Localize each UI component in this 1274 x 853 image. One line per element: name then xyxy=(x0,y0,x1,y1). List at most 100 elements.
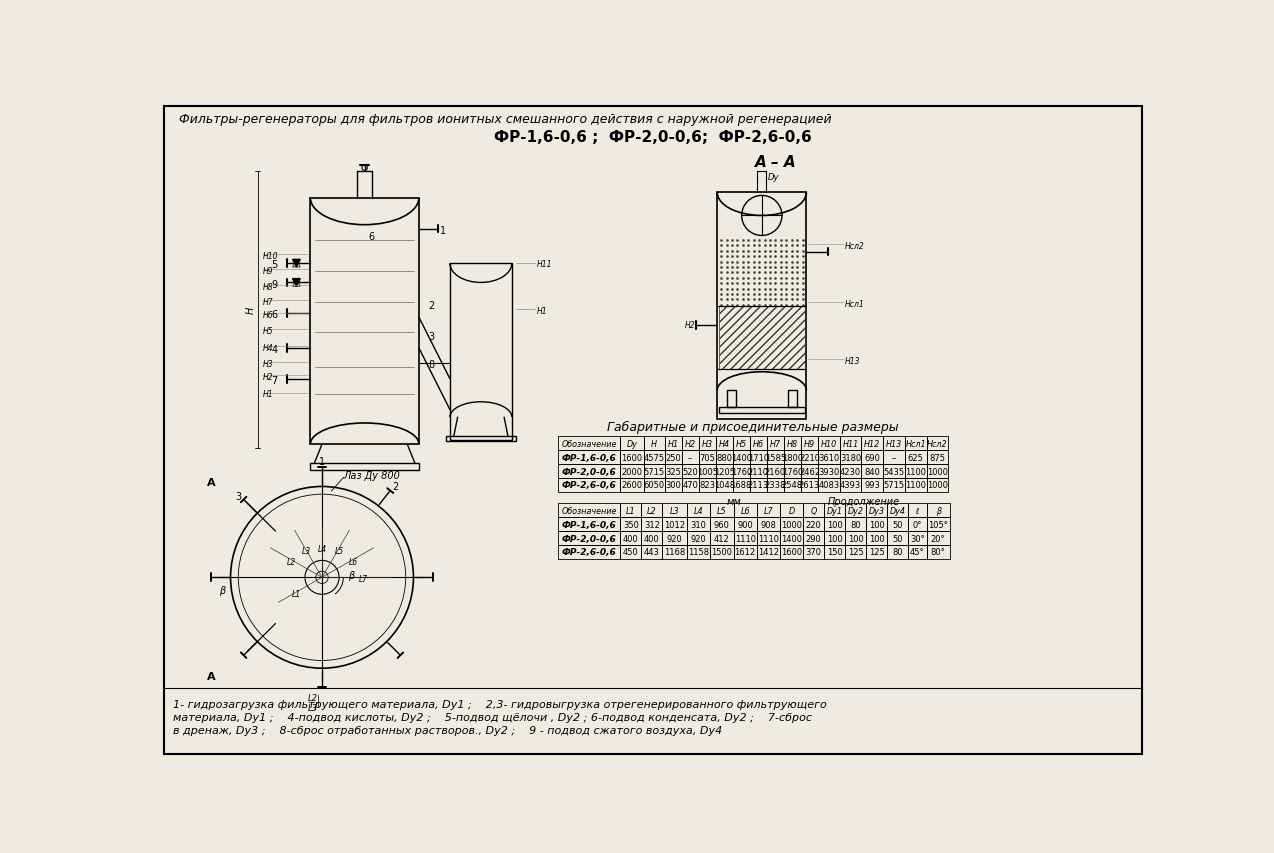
Text: 2210: 2210 xyxy=(799,453,820,462)
Bar xyxy=(757,545,780,560)
Bar xyxy=(784,479,801,492)
Text: 880: 880 xyxy=(716,453,733,462)
Text: 1612: 1612 xyxy=(735,548,755,557)
Bar xyxy=(726,391,736,408)
Bar xyxy=(883,450,905,465)
Bar xyxy=(662,545,687,560)
Bar xyxy=(780,531,804,545)
Bar xyxy=(824,531,845,545)
Text: 920: 920 xyxy=(666,534,683,543)
Text: H13: H13 xyxy=(885,439,902,449)
Text: 4230: 4230 xyxy=(840,467,861,476)
Text: в дренаж, Dy3 ;    8-сброс отработанных растворов., Dy2 ;    9 - подвод сжатого : в дренаж, Dy3 ; 8-сброс отработанных рас… xyxy=(173,725,722,735)
Text: H2: H2 xyxy=(684,321,696,330)
Text: H6: H6 xyxy=(264,310,274,320)
Bar xyxy=(734,518,757,531)
Bar xyxy=(698,465,716,479)
Text: H5: H5 xyxy=(264,326,274,335)
Text: ФР-2,0-0,6: ФР-2,0-0,6 xyxy=(562,467,617,476)
Text: β: β xyxy=(219,585,225,595)
Text: 1600: 1600 xyxy=(781,548,803,557)
Bar xyxy=(682,450,698,465)
Bar xyxy=(804,531,824,545)
Text: 50: 50 xyxy=(892,534,903,543)
Bar xyxy=(687,545,711,560)
Bar xyxy=(558,504,620,518)
Text: Нсл1: Нсл1 xyxy=(845,299,865,308)
Text: L6: L6 xyxy=(349,557,358,566)
Text: L5: L5 xyxy=(717,507,726,515)
Bar xyxy=(818,450,840,465)
Bar xyxy=(734,504,757,518)
Bar xyxy=(784,465,801,479)
Bar xyxy=(866,518,887,531)
Bar xyxy=(926,450,948,465)
Text: 2613: 2613 xyxy=(799,481,820,490)
Bar xyxy=(840,437,861,450)
Text: 2548: 2548 xyxy=(782,481,803,490)
Bar xyxy=(804,545,824,560)
Text: Продолжение: Продолжение xyxy=(828,496,899,506)
Text: 1110: 1110 xyxy=(735,534,755,543)
Bar xyxy=(620,531,641,545)
Bar xyxy=(908,504,926,518)
Text: 3: 3 xyxy=(236,491,241,502)
Bar xyxy=(620,450,643,465)
Bar xyxy=(905,437,926,450)
Text: 1760: 1760 xyxy=(782,467,803,476)
Bar xyxy=(643,479,665,492)
Text: 1000: 1000 xyxy=(927,467,948,476)
Bar xyxy=(620,504,641,518)
Text: 45°: 45° xyxy=(910,548,925,557)
Text: β: β xyxy=(935,507,940,515)
Bar xyxy=(801,450,818,465)
Bar xyxy=(620,545,641,560)
Bar xyxy=(840,450,861,465)
Text: 80: 80 xyxy=(850,520,861,529)
Bar xyxy=(716,450,733,465)
Text: 220: 220 xyxy=(806,520,822,529)
Text: 4083: 4083 xyxy=(818,481,840,490)
Bar xyxy=(824,545,845,560)
Text: 310: 310 xyxy=(691,520,707,529)
Text: 100: 100 xyxy=(847,534,864,543)
Text: Фильтры-регенераторы для фильтров ионитных смешанного действия с наружной регене: Фильтры-регенераторы для фильтров ионитн… xyxy=(178,113,831,126)
Text: L4: L4 xyxy=(318,544,327,554)
Text: 1412: 1412 xyxy=(758,548,778,557)
Bar xyxy=(558,545,620,560)
Bar xyxy=(733,479,750,492)
Text: 20°: 20° xyxy=(931,534,945,543)
Text: H: H xyxy=(246,306,256,314)
Bar xyxy=(750,450,767,465)
Bar xyxy=(734,545,757,560)
Bar xyxy=(757,504,780,518)
Text: D: D xyxy=(789,507,795,515)
Bar xyxy=(733,465,750,479)
Text: 125: 125 xyxy=(869,548,884,557)
Bar xyxy=(558,518,620,531)
Text: 690: 690 xyxy=(864,453,880,462)
Bar xyxy=(883,437,905,450)
Text: 4: 4 xyxy=(271,345,278,355)
Polygon shape xyxy=(293,260,301,268)
Bar xyxy=(711,545,734,560)
Bar xyxy=(311,464,419,470)
Bar xyxy=(711,518,734,531)
Bar xyxy=(824,504,845,518)
Text: L7: L7 xyxy=(359,575,368,583)
Bar xyxy=(662,531,687,545)
Text: Dy: Dy xyxy=(627,439,637,449)
Text: 5715: 5715 xyxy=(643,467,665,476)
Text: Н13: Н13 xyxy=(845,357,861,366)
Text: 2160: 2160 xyxy=(764,467,786,476)
Text: H5: H5 xyxy=(735,439,747,449)
Bar xyxy=(750,437,767,450)
Bar xyxy=(824,518,845,531)
Text: H4: H4 xyxy=(719,439,730,449)
Text: 400: 400 xyxy=(643,534,660,543)
Text: ФР-1,6-0,6 ;  ФР-2,0-0,6;  ФР-2,6-0,6: ФР-1,6-0,6 ; ФР-2,0-0,6; ФР-2,6-0,6 xyxy=(494,130,812,145)
Text: 875: 875 xyxy=(929,453,945,462)
Bar xyxy=(784,450,801,465)
Bar xyxy=(698,437,716,450)
Text: 5715: 5715 xyxy=(883,481,905,490)
